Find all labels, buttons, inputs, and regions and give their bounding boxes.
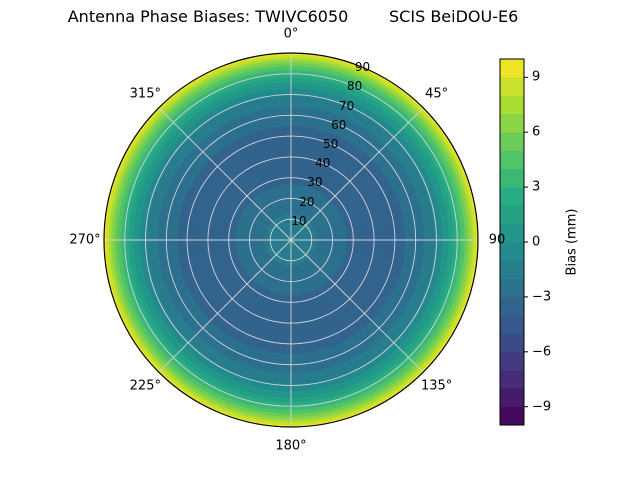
angular-tick-label: 315° — [129, 86, 161, 102]
colorbar-label: Bias (mm) — [564, 208, 580, 276]
radial-tick-label: 20 — [299, 194, 315, 209]
angular-tick-label: 90 — [488, 232, 506, 248]
radial-tick-label: 30 — [307, 175, 323, 190]
radial-tick-label: 90 — [354, 60, 371, 75]
chart-title: Antenna Phase Biases: TWIVC6050 SCIS Bei… — [67, 7, 519, 26]
angular-tick-label: 135° — [420, 378, 453, 394]
radial-tick-label: 60 — [331, 117, 347, 132]
colorbar-tick-label: −3 — [532, 289, 552, 305]
angular-tick-label: 180° — [275, 438, 307, 454]
radial-tick-label: 70 — [339, 98, 355, 113]
radial-tick-label: 80 — [346, 79, 363, 94]
radial-tick-label: 50 — [323, 137, 339, 152]
colorbar-tick-label: 0 — [532, 234, 541, 250]
radial-tick-label: 10 — [291, 213, 307, 228]
colorbar-tick-label: 6 — [532, 124, 541, 140]
angular-tick-label: 0° — [283, 26, 299, 42]
radial-tick-label: 40 — [315, 156, 331, 171]
colorbar-tick-label: 9 — [532, 69, 541, 85]
angular-tick-label: 270° — [69, 232, 101, 248]
colorbar-tick-label: −9 — [532, 399, 552, 415]
angular-tick-label: 225° — [129, 378, 161, 394]
colorbar-tick-label: 3 — [532, 179, 541, 195]
colorbar-tick-label: −6 — [532, 344, 552, 360]
angular-tick-label: 45° — [425, 86, 449, 102]
